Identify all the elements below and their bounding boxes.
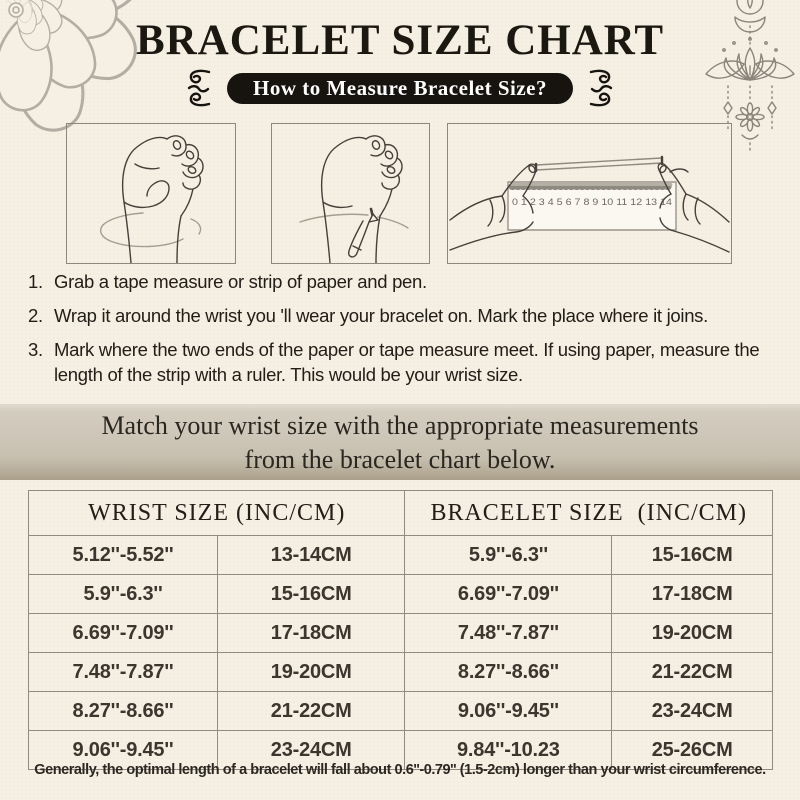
table-header-row: WRIST SIZE (INC/CM) BRACELET SIZE (INC/C… — [27, 490, 773, 536]
fist-pen-drawing — [299, 135, 409, 263]
subtitle-row: How to Measure Bracelet Size? — [0, 69, 800, 107]
table-cell: 6.69''-7.09'' — [28, 613, 218, 653]
ruler-hands-drawing: 0 1 2 3 4 5 6 7 8 9 10 11 12 13 14 — [449, 155, 730, 253]
subtitle-pill: How to Measure Bracelet Size? — [226, 72, 574, 104]
step-text: Grab a tape measure or strip of paper an… — [54, 271, 427, 292]
table-cell: 9.84''-10.23 — [404, 730, 613, 770]
table-row: 5.12''-5.52'' 13-14CM 5.9''-6.3'' 15-16C… — [28, 535, 773, 575]
table-cell: 5.9''-6.3'' — [404, 535, 613, 575]
table-cell: 17-18CM — [216, 613, 406, 653]
banner-line-1: Match your wrist size with the appropria… — [101, 411, 699, 440]
banner-line-2: from the bracelet chart below. — [244, 445, 556, 474]
illustration-ruler-measure: 0 1 2 3 4 5 6 7 8 9 10 11 12 13 14 — [447, 123, 732, 264]
table-cell: 13-14CM — [216, 535, 406, 575]
step-text: Wrap it around the wrist you 'll wear yo… — [54, 305, 708, 326]
step-number: 3. — [28, 339, 43, 360]
table-cell: 25-26CM — [611, 730, 773, 770]
table-cell: 23-24CM — [611, 691, 773, 731]
table-cell: 5.12''-5.52'' — [28, 535, 218, 575]
instruction-list: 1. Grab a tape measure or strip of paper… — [28, 269, 780, 396]
table-cell: 21-22CM — [611, 652, 773, 692]
table-cell: 9.06''-9.45'' — [28, 730, 218, 770]
header-bracelet-size: BRACELET SIZE (INC/CM) — [404, 490, 773, 536]
flourish-left-icon — [187, 69, 211, 107]
table-cell: 15-16CM — [611, 535, 773, 575]
table-cell: 19-20CM — [216, 652, 406, 692]
table-cell: 19-20CM — [611, 613, 773, 653]
mandala-flower-icon — [0, 0, 150, 140]
table-cell: 21-22CM — [216, 691, 406, 731]
instruction-step-3: 3. Mark where the two ends of the paper … — [28, 337, 780, 387]
instruction-step-2: 2. Wrap it around the wrist you 'll wear… — [28, 303, 780, 328]
table-cell: 6.69''-7.09'' — [404, 574, 613, 614]
table-cell: 7.48''-7.87'' — [404, 613, 613, 653]
page-title: BRACELET SIZE CHART — [135, 17, 665, 64]
instruction-step-1: 1. Grab a tape measure or strip of paper… — [28, 269, 780, 294]
table-row: 7.48''-7.87'' 19-20CM 8.27''-8.66'' 21-2… — [28, 652, 773, 692]
table-cell: 7.48''-7.87'' — [28, 652, 218, 692]
step-text: Mark where the two ends of the paper or … — [54, 339, 760, 385]
step-number: 1. — [28, 271, 43, 292]
table-row: 6.69''-7.09'' 17-18CM 7.48''-7.87'' 19-2… — [28, 613, 773, 653]
step-number: 2. — [28, 305, 43, 326]
match-size-banner: Match your wrist size with the appropria… — [0, 404, 800, 480]
table-row: 9.06''-9.45'' 23-24CM 9.84''-10.23 25-26… — [28, 730, 773, 770]
table-cell: 15-16CM — [216, 574, 406, 614]
fist-tape-drawing — [100, 135, 204, 263]
illustration-wrap-tape — [66, 123, 236, 264]
table-cell: 8.27''-8.66'' — [404, 652, 613, 692]
table-row: 8.27''-8.66'' 21-22CM 9.06''-9.45'' 23-2… — [28, 691, 773, 731]
table-cell: 9.06''-9.45'' — [404, 691, 613, 731]
table-cell: 17-18CM — [611, 574, 773, 614]
ruler-numbers: 0 1 2 3 4 5 6 7 8 9 10 11 12 13 14 — [512, 197, 672, 208]
footer-note: Generally, the optimal length of a brace… — [34, 762, 766, 778]
table-cell: 23-24CM — [216, 730, 406, 770]
table-row: 5.9''-6.3'' 15-16CM 6.69''-7.09'' 17-18C… — [28, 574, 773, 614]
size-table: WRIST SIZE (INC/CM) BRACELET SIZE (INC/C… — [27, 490, 773, 770]
table-cell: 5.9''-6.3'' — [28, 574, 218, 614]
flourish-right-icon — [589, 69, 613, 107]
header-wrist-size: WRIST SIZE (INC/CM) — [27, 490, 406, 536]
illustration-mark-pen — [271, 123, 430, 264]
table-cell: 8.27''-8.66'' — [28, 691, 218, 731]
